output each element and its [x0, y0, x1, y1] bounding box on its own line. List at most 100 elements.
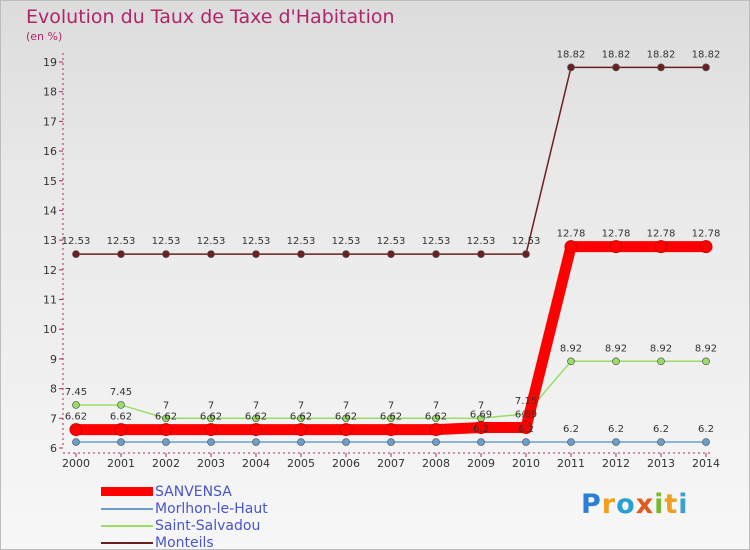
data-point: [702, 438, 710, 446]
data-point: [297, 414, 305, 423]
data-point: [252, 250, 260, 258]
x-tick-label: 2010: [512, 457, 540, 470]
data-point: [387, 438, 395, 446]
x-tick-label: 2013: [647, 457, 675, 470]
x-tick-label: 2002: [152, 457, 180, 470]
y-tick-label: 14: [43, 204, 57, 217]
data-point: [702, 357, 710, 366]
legend-swatch: [101, 524, 153, 527]
data-point: [117, 250, 125, 258]
legend-item: Saint-Salvadou: [101, 517, 268, 534]
data-point: [294, 423, 308, 437]
y-tick-label: 6: [50, 442, 57, 455]
data-point: [297, 250, 305, 258]
data-label: 8.92: [605, 343, 627, 354]
data-point: [72, 401, 80, 409]
data-point: [699, 240, 713, 254]
data-point: [162, 414, 170, 423]
legend-label: Monteils: [155, 534, 214, 550]
data-point: [204, 423, 218, 437]
data-label: 12.53: [152, 236, 181, 247]
legend-label: Saint-Salvadou: [155, 517, 261, 534]
data-point: [207, 414, 215, 423]
data-label: 6.62: [425, 412, 447, 423]
x-tick-label: 2004: [242, 457, 270, 470]
x-tick-label: 2012: [602, 457, 630, 470]
data-label: 12.78: [647, 229, 676, 240]
y-tick-label: 7: [50, 412, 57, 425]
y-tick-label: 13: [43, 234, 57, 247]
data-label: 7: [478, 400, 484, 411]
data-label: 8.92: [560, 343, 582, 354]
data-label: 12.53: [467, 236, 496, 247]
y-tick-label: 11: [43, 294, 57, 307]
x-tick-label: 2006: [332, 457, 360, 470]
data-point: [387, 414, 395, 423]
data-label: 6.62: [380, 412, 402, 423]
data-point: [384, 423, 398, 437]
data-point: [162, 250, 170, 258]
data-label: 6.2: [473, 424, 489, 435]
data-point: [342, 414, 350, 423]
data-label: 6.62: [155, 412, 177, 423]
legend-label: SANVENSA: [155, 483, 232, 500]
data-label: 6.2: [608, 424, 624, 435]
series-line-monteils: [76, 66, 706, 255]
data-label: 6.2: [563, 424, 579, 435]
data-label: 12.78: [602, 229, 631, 240]
data-label: 6.62: [335, 412, 357, 423]
y-tick-label: 15: [43, 175, 57, 188]
data-label: 18.82: [647, 49, 676, 60]
data-label: 7: [208, 400, 214, 411]
data-point: [117, 401, 125, 409]
data-label: 12.53: [197, 236, 226, 247]
x-tick-label: 2011: [557, 457, 585, 470]
x-tick-label: 2003: [197, 457, 225, 470]
data-label: 12.53: [377, 236, 406, 247]
x-tick-label: 2005: [287, 457, 315, 470]
chart-subtitle: (en %): [26, 30, 63, 43]
data-point: [342, 250, 350, 258]
data-point: [477, 250, 485, 258]
data-label: 6.62: [245, 412, 267, 423]
data-point: [654, 240, 668, 254]
data-point: [252, 438, 260, 446]
data-point: [252, 414, 260, 423]
data-point: [567, 438, 575, 446]
data-label: 18.82: [692, 49, 721, 60]
data-label: 6.2: [653, 424, 669, 435]
data-label: 6.69: [470, 410, 492, 421]
data-label: 7: [163, 400, 169, 411]
data-label: 18.82: [602, 49, 631, 60]
data-point: [162, 438, 170, 446]
data-label: 6.2: [698, 424, 714, 435]
legend-item: SANVENSA: [101, 483, 268, 500]
legend-item: Monteils: [101, 534, 268, 550]
data-label: 12.53: [287, 236, 316, 247]
data-point: [432, 414, 440, 423]
data-point: [702, 63, 710, 72]
data-label: 6.62: [200, 412, 222, 423]
data-point: [429, 423, 443, 437]
data-label: 7: [433, 400, 439, 411]
data-point: [72, 250, 80, 258]
data-label: 12.53: [512, 236, 541, 247]
y-tick-label: 17: [43, 115, 57, 128]
data-point: [339, 423, 353, 437]
x-tick-label: 2000: [62, 457, 90, 470]
x-tick-label: 2008: [422, 457, 450, 470]
data-point: [114, 423, 128, 437]
legend-label: Morlhon-le-Haut: [155, 500, 268, 517]
data-point: [612, 357, 620, 366]
data-label: 7.45: [65, 387, 87, 398]
data-label: 18.82: [557, 49, 586, 60]
proxiti-logo: Proxiti: [581, 489, 689, 520]
x-tick-label: 2001: [107, 457, 135, 470]
data-point: [432, 250, 440, 258]
data-point: [207, 438, 215, 446]
data-label: 12.78: [557, 229, 586, 240]
data-point: [657, 438, 665, 446]
legend-item: Morlhon-le-Haut: [101, 500, 268, 517]
data-label: 6.62: [290, 412, 312, 423]
